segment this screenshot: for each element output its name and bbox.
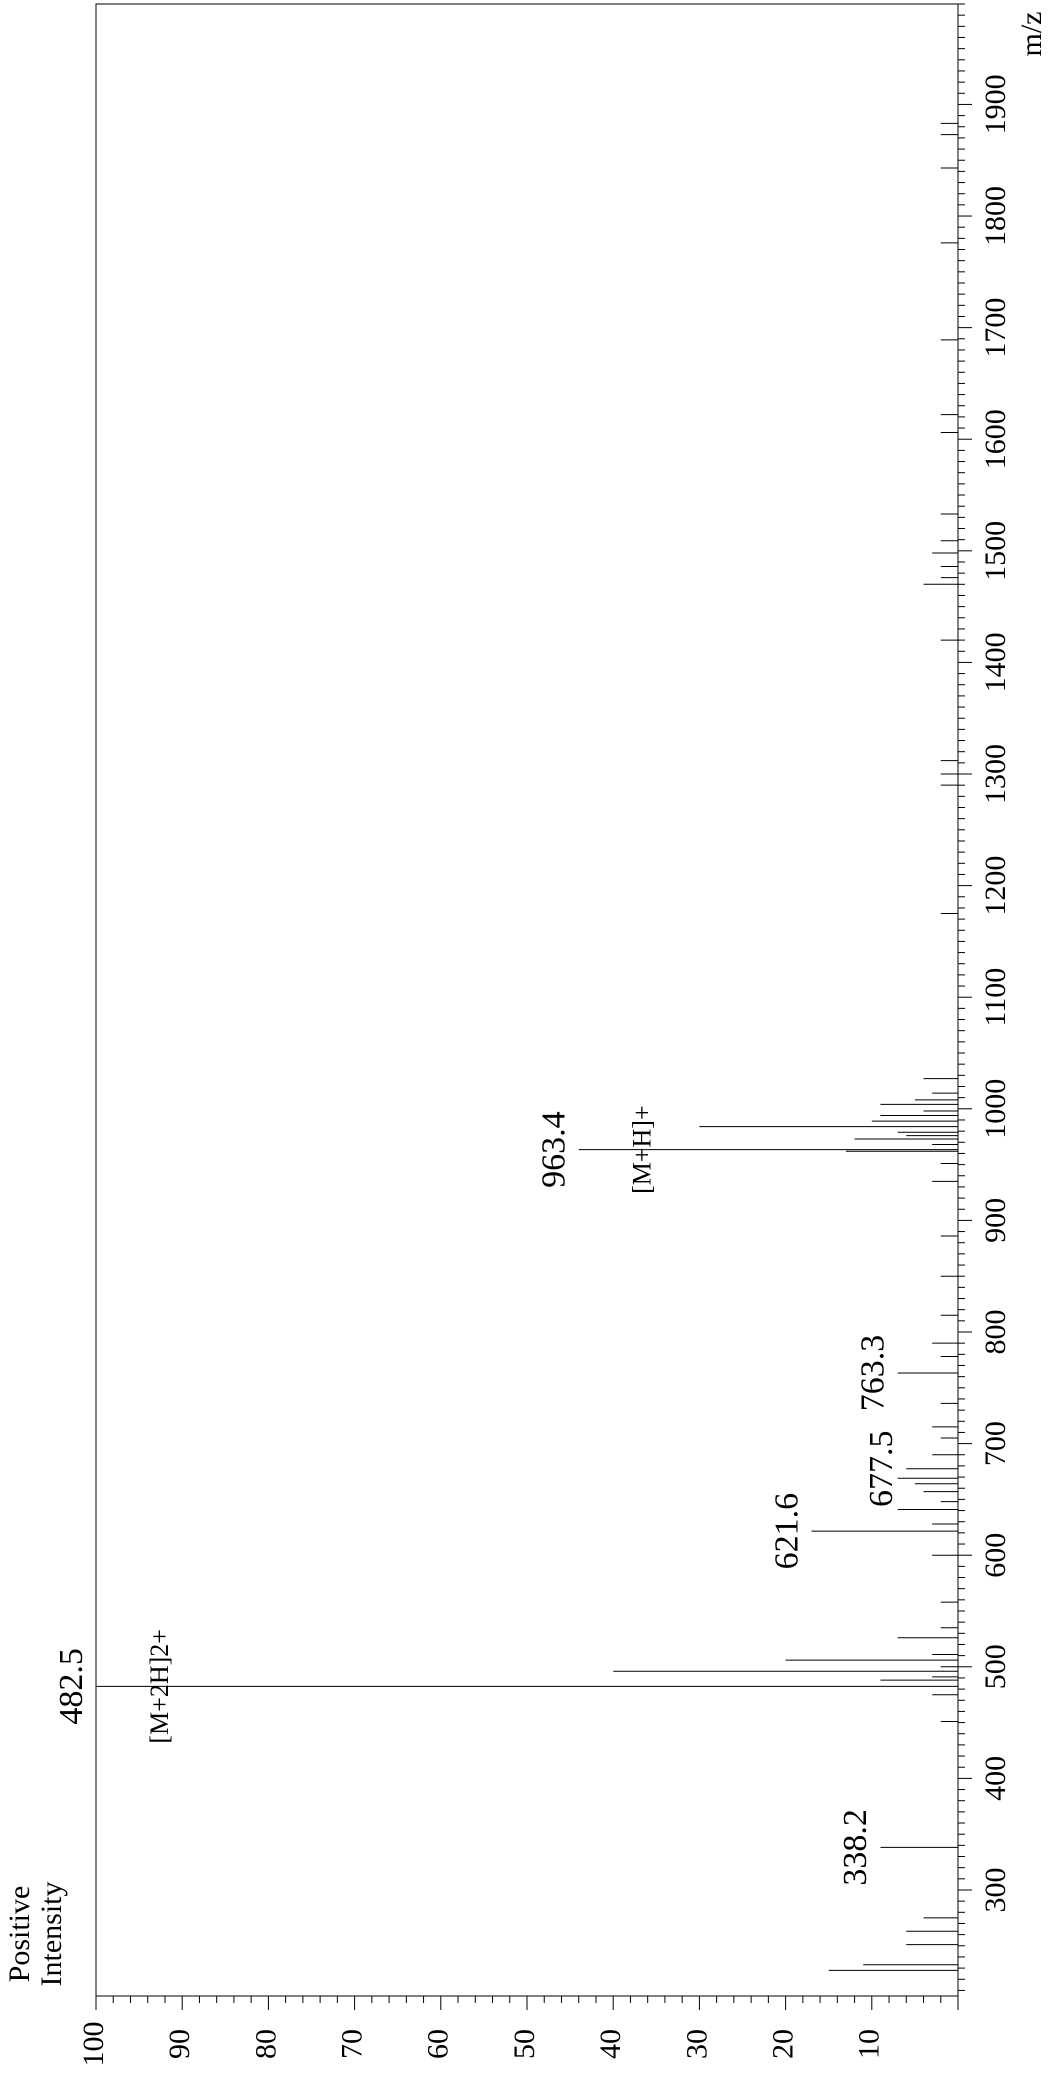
mz-tick-label: 1000 [979,1079,1012,1139]
intensity-tick-label: 20 [766,2029,799,2059]
mz-tick-label: 1400 [979,632,1012,692]
peak-series [96,122,958,1971]
y-axis-title-line: Intensity [35,1882,68,1987]
peak-label: 963.4 [536,1111,573,1188]
peak-label: 482.5 [53,1648,90,1725]
mz-tick-label: 700 [979,1421,1012,1466]
mz-tick-label: 1200 [979,856,1012,916]
mz-tick-label: 300 [979,1867,1012,1912]
plot-frame [95,3,959,1997]
peak-label: 338.2 [837,1809,874,1886]
ion-label: [M+H]+ [628,1105,657,1194]
intensity-tick-label: 100 [77,2022,110,2067]
intensity-tick-label: 80 [249,2029,282,2059]
mz-tick-label: 1100 [979,968,1012,1027]
ion-label: [M+2H]2+ [145,1629,174,1744]
mz-tick-label: 1300 [979,744,1012,804]
plot-border [95,3,959,1997]
intensity-tick-label: 30 [680,2029,713,2059]
intensity-tick-label: 90 [163,2029,196,2059]
peak-label: 621.6 [768,1493,805,1570]
mz-tick-label: 800 [979,1310,1012,1355]
mz-tick-label: 900 [979,1198,1012,1243]
x-axis-title: m/z [1015,12,1048,57]
mz-tick-label: 1900 [979,74,1012,134]
intensity-tick-label: 10 [853,2029,886,2059]
peak-annotations: 338.2 482.5 [M+2H]2+ 621.6 677.5 763.3 963.4 [M… [53,1105,900,1885]
mz-tick-label: 600 [979,1533,1012,1578]
intensity-tick-label: 70 [335,2029,368,2059]
peak-label: 763.3 [854,1335,891,1412]
intensity-tick-label: 50 [508,2029,541,2059]
intensity-tick-label: 60 [422,2029,455,2059]
mz-axis: 300 400 500 600 700 800 900 1000 1100 1200 1300 140… [958,3,1012,1991]
mz-tick-label: 1500 [979,521,1012,581]
axis-titles: m/z Positive Intensity [3,12,1048,1987]
peak-label: 677.5 [863,1430,900,1507]
y-axis-title-line: Positive [3,1886,36,1983]
intensity-axis: 10 20 30 40 50 60 70 80 90 100 [77,1996,959,2067]
mz-tick-label: 1700 [979,298,1012,358]
mz-tick-label: 400 [979,1756,1012,1801]
mz-tick-label: 1800 [979,186,1012,246]
mz-tick-label: 1600 [979,409,1012,469]
intensity-tick-label: 40 [594,2029,627,2059]
mz-tick-label: 500 [979,1644,1012,1689]
